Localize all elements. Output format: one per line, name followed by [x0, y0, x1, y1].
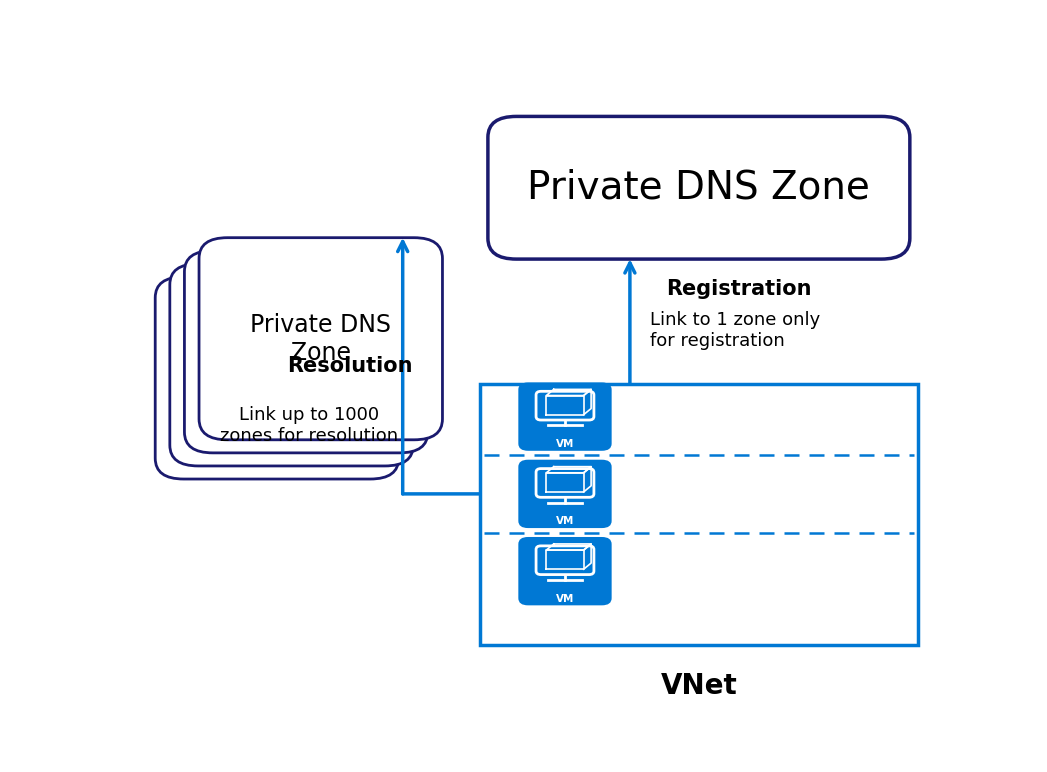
- FancyBboxPatch shape: [199, 238, 443, 440]
- FancyBboxPatch shape: [488, 117, 910, 259]
- FancyBboxPatch shape: [480, 384, 918, 645]
- Text: VM: VM: [556, 516, 574, 527]
- FancyBboxPatch shape: [518, 537, 611, 605]
- FancyBboxPatch shape: [155, 277, 399, 479]
- FancyBboxPatch shape: [170, 264, 414, 466]
- Text: Link up to 1000
zones for resolution: Link up to 1000 zones for resolution: [220, 406, 399, 445]
- Text: Resolution: Resolution: [287, 356, 413, 376]
- FancyBboxPatch shape: [184, 251, 428, 453]
- FancyBboxPatch shape: [518, 382, 611, 451]
- Text: Private DNS Zone: Private DNS Zone: [528, 169, 870, 207]
- Text: VNet: VNet: [661, 672, 737, 700]
- Text: Link to 1 zone only
for registration: Link to 1 zone only for registration: [650, 311, 821, 350]
- FancyBboxPatch shape: [536, 546, 594, 574]
- Text: VM: VM: [556, 439, 574, 449]
- FancyBboxPatch shape: [536, 469, 594, 497]
- Text: Registration: Registration: [667, 279, 811, 299]
- Text: Private DNS
Zone: Private DNS Zone: [250, 313, 392, 364]
- FancyBboxPatch shape: [536, 391, 594, 420]
- FancyBboxPatch shape: [518, 459, 611, 528]
- Text: VM: VM: [556, 594, 574, 604]
